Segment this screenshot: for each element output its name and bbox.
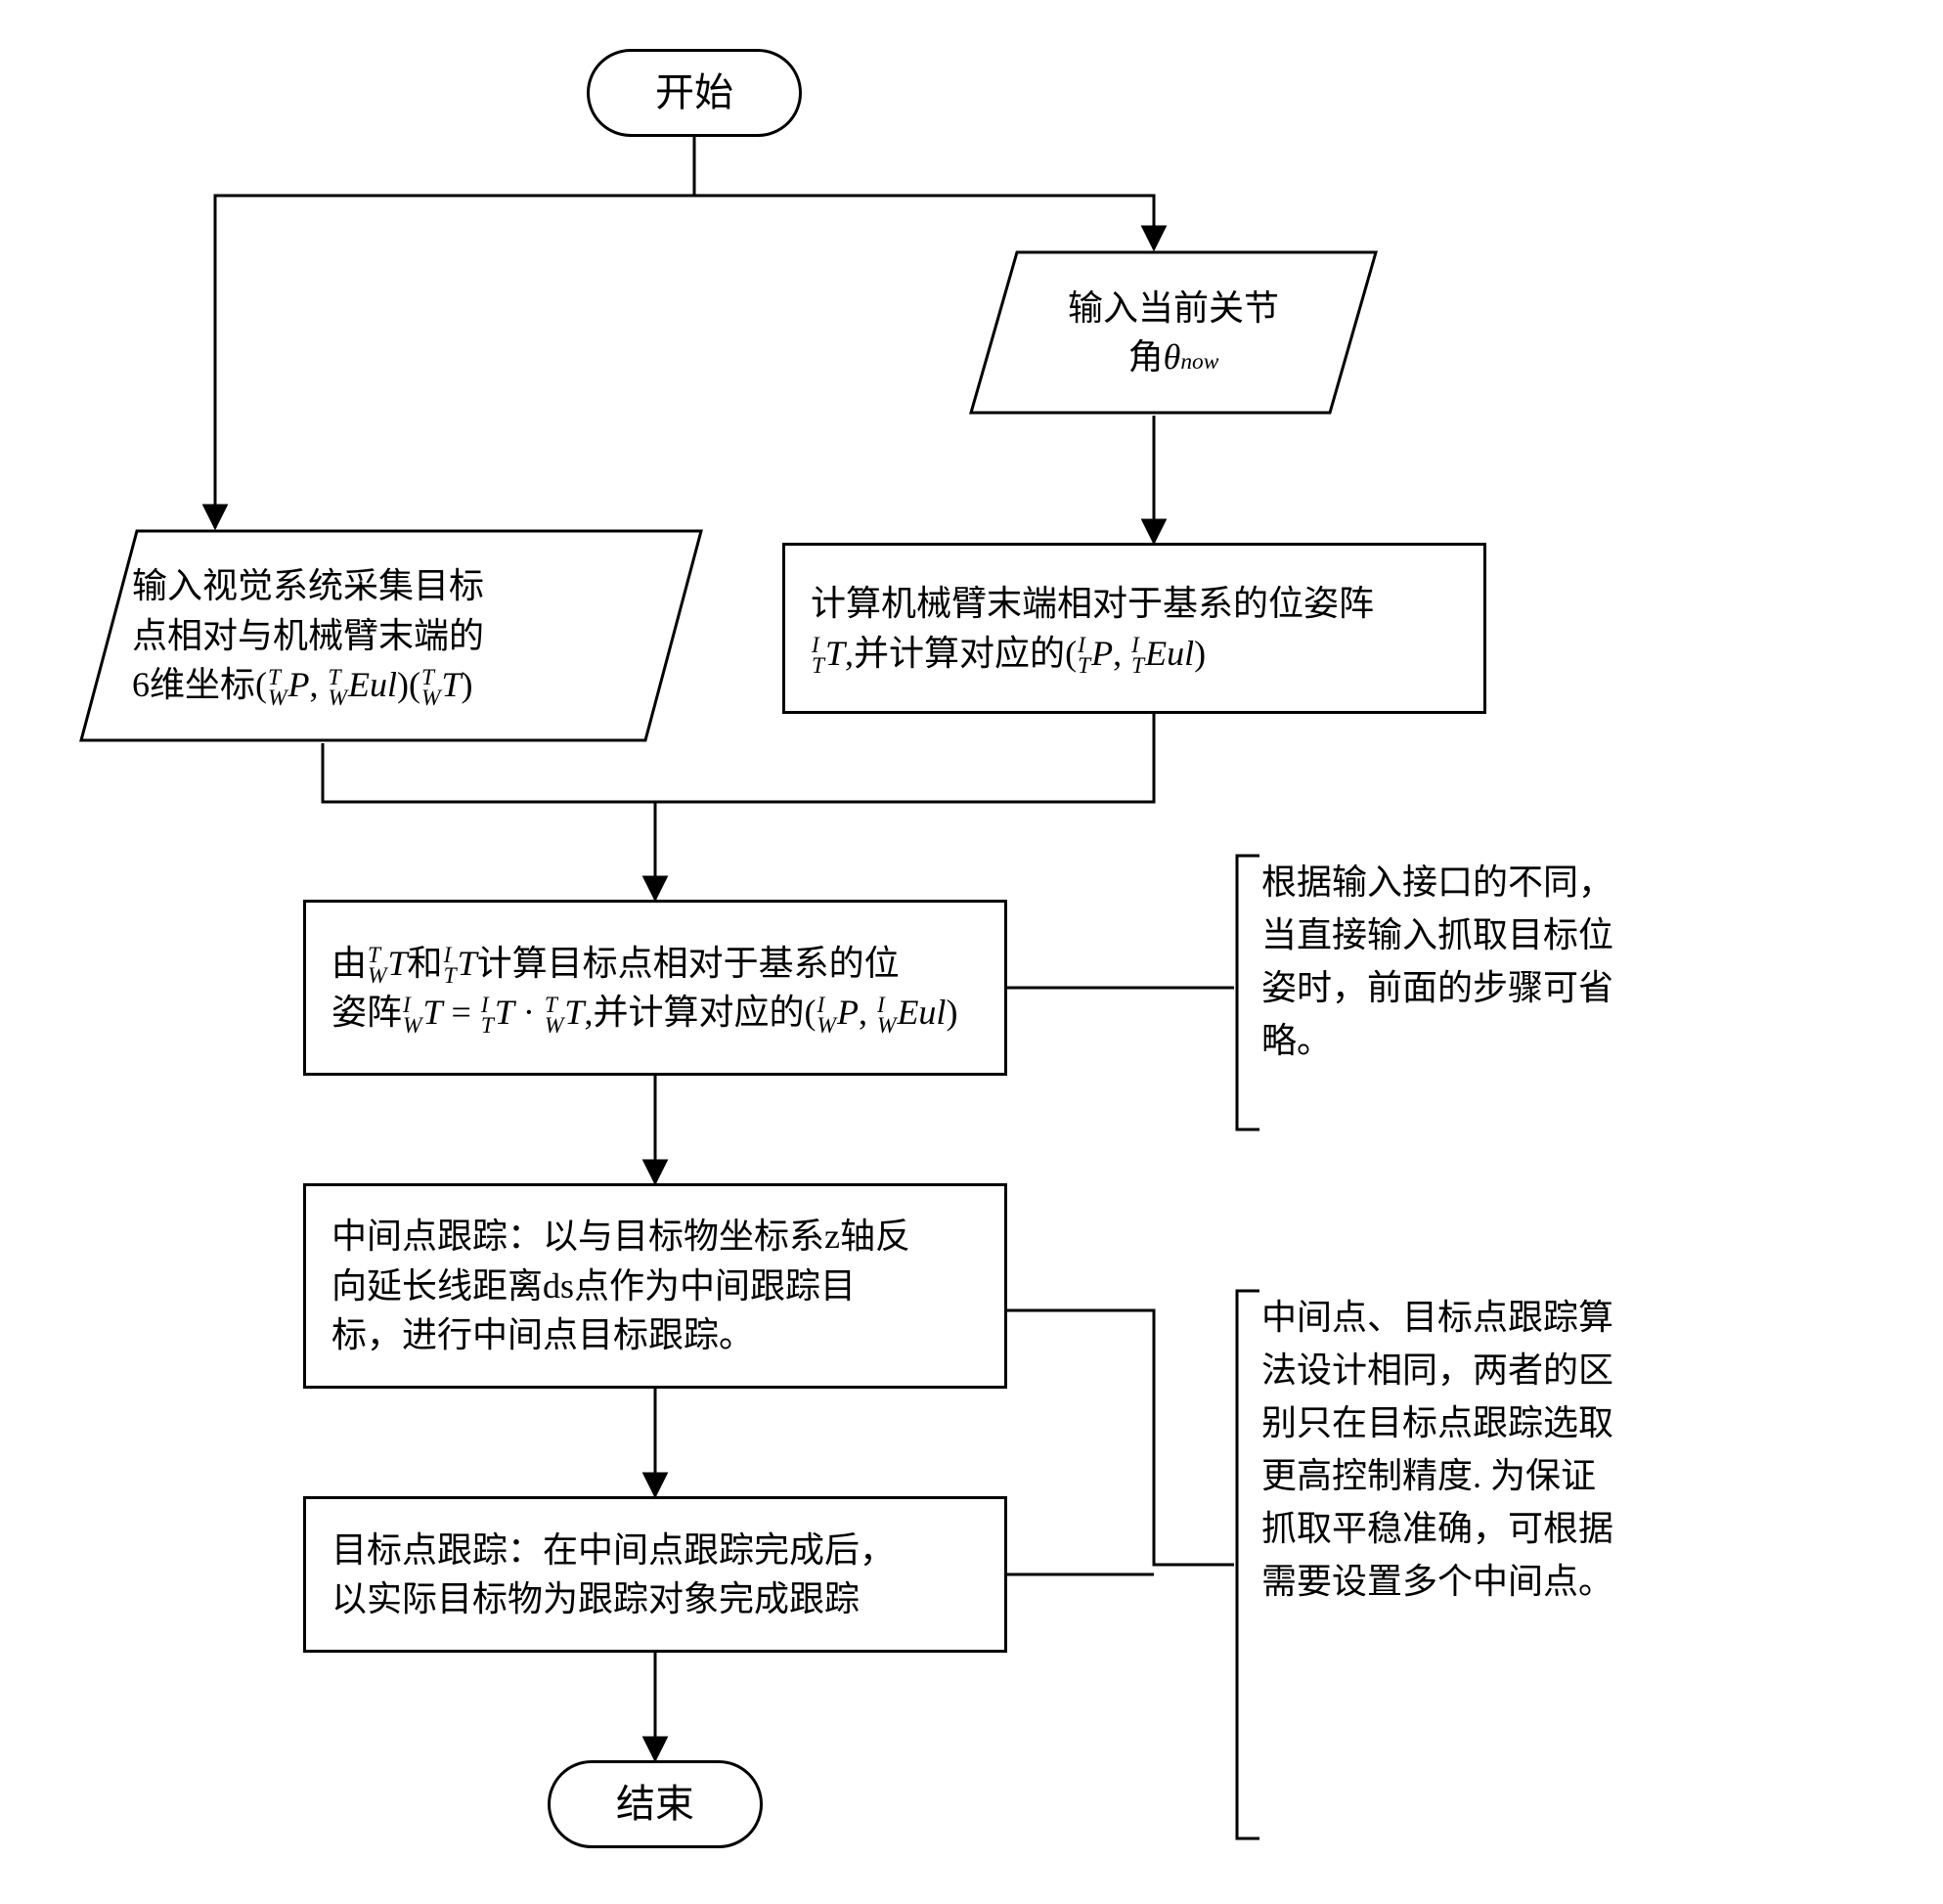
start-label: 开始 (655, 66, 733, 120)
input-joint-line2: 角θnow (1128, 332, 1219, 381)
flowchart-canvas: 开始 输入当前关节 角θnow 输入视觉系统采集目标 点相对与机械臂末端的 6维… (39, 39, 1897, 1858)
end-node: 结束 (548, 1760, 763, 1848)
calc-base-line1: 计算机械臂末端相对于基系的位姿阵 (811, 579, 1374, 628)
annotation-2: 中间点、目标点跟踪算法设计相同，两者的区别只在目标点跟踪选取更高控制精度. 为保… (1261, 1291, 1623, 1608)
calc-target-line1: 由TWT和ITT计算目标点相对于基系的位 (331, 939, 957, 988)
input-vision-node: 输入视觉系统采集目标 点相对与机械臂末端的 6维坐标(TWP, TWEul)(T… (78, 528, 704, 743)
mid-track-line3: 标，进行中间点目标跟踪。 (331, 1310, 910, 1359)
target-track-line2: 以实际目标物为跟踪对象完成跟踪 (331, 1574, 895, 1623)
mid-track-node: 中间点跟踪：以与目标物坐标系z轴反 向延长线距离ds点作为中间跟踪目 标，进行中… (303, 1183, 1007, 1389)
calc-target-line2: 姿阵IWT = ITT · TWT,并计算对应的(IWP, IWEul) (331, 988, 957, 1037)
input-vision-line1: 输入视觉系统采集目标 (132, 561, 484, 610)
mid-track-line2: 向延长线距离ds点作为中间跟踪目 (331, 1262, 910, 1310)
input-vision-line3: 6维坐标(TWP, TWEul)(TWT) (132, 660, 473, 709)
start-node: 开始 (587, 49, 802, 137)
input-joint-line1: 输入当前关节 (1068, 284, 1279, 332)
input-vision-line2: 点相对与机械臂末端的 (132, 611, 484, 660)
calc-base-line2: ITT,并计算对应的(ITP, ITEul) (811, 629, 1374, 678)
target-track-line1: 目标点跟踪：在中间点跟踪完成后， (331, 1526, 895, 1574)
calc-target-node: 由TWT和ITT计算目标点相对于基系的位 姿阵IWT = ITT · TWT,并… (303, 900, 1007, 1076)
target-track-node: 目标点跟踪：在中间点跟踪完成后， 以实际目标物为跟踪对象完成跟踪 (303, 1496, 1007, 1653)
input-joint-node: 输入当前关节 角θnow (968, 249, 1379, 416)
annotation-1: 根据输入接口的不同，当直接输入抓取目标位姿时，前面的步骤可省略。 (1261, 856, 1623, 1067)
calc-base-node: 计算机械臂末端相对于基系的位姿阵 ITT,并计算对应的(ITP, ITEul) (782, 543, 1486, 714)
mid-track-line1: 中间点跟踪：以与目标物坐标系z轴反 (331, 1212, 910, 1261)
end-label: 结束 (616, 1777, 694, 1832)
